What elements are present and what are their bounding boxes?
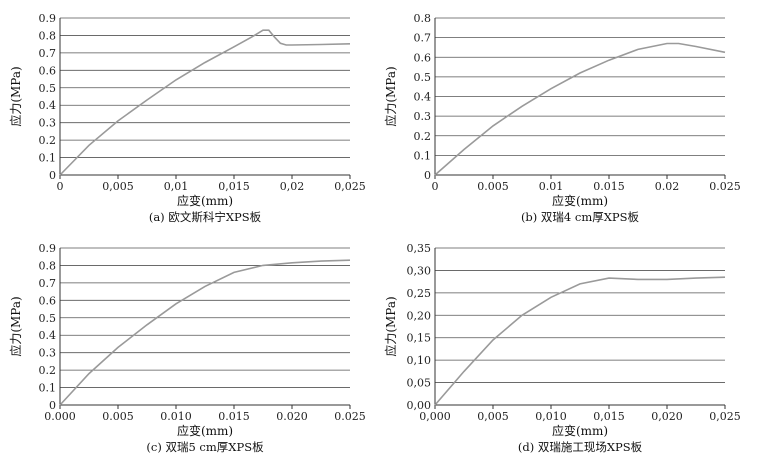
chart-d-xtick-label: 0,010 <box>535 410 567 423</box>
chart-b-svg: 0 0.1 0.2 0.3 0.4 0.5 0.6 0.7 0.8 0 0.005 0.01 0.015… <box>383 12 741 224</box>
chart-a-ytick-label: 0.4 <box>39 99 57 112</box>
chart-a-xlabel: 应变(mm) <box>177 193 233 208</box>
chart-d-caption: (d) 双瑞施工现场XPS板 <box>518 440 643 454</box>
chart-c-ytick-label: 0.3 <box>39 347 57 360</box>
chart-c-xtick-label: 0.005 <box>102 410 134 423</box>
chart-panel-b: 0 0.1 0.2 0.3 0.4 0.5 0.6 0.7 0.8 0 0.005 0.01 0.015… <box>375 0 745 225</box>
chart-a-ytick-label: 0.2 <box>39 134 57 147</box>
chart-d-ytick-label: 0,15 <box>407 332 432 345</box>
chart-a-series-line <box>59 29 351 176</box>
chart-c-xlabel: 应变(mm) <box>177 423 233 438</box>
chart-c-ytick-label: 0.4 <box>39 329 57 342</box>
chart-a-xtick-label: 0,01 <box>164 180 189 193</box>
chart-d-svg: 0,00 0,05 0,10 0,15 0,20 0,25 0,30 0,35 0,000 0,0… <box>383 242 741 454</box>
chart-d-ytick-label: 0,10 <box>407 354 432 367</box>
chart-c-ytick-label: 0.6 <box>39 294 57 307</box>
chart-c-xtick-label: 0.020 <box>276 410 308 423</box>
chart-c-svg: 0 0.1 0.2 0.3 0.4 0.5 0.6 0.7 0.8 0.9 0.000 0.005 0.… <box>8 242 366 454</box>
chart-a-xtick-label: 0,025 <box>334 180 366 193</box>
chart-c-ytick-label: 0 <box>49 399 56 412</box>
chart-b-xtick-label: 0 <box>432 180 439 193</box>
chart-c-ytick-label: 0.5 <box>39 312 57 325</box>
chart-a-ytick-label: 0.8 <box>39 29 57 42</box>
chart-b-ytick-label: 0.5 <box>414 71 432 84</box>
chart-c-xtick-label: 0.000 <box>44 410 76 423</box>
chart-b-ytick-label: 0.3 <box>414 110 432 123</box>
chart-b-ytick-label: 0 <box>424 169 431 182</box>
chart-c-ytick-label: 0.7 <box>39 277 57 290</box>
chart-a-svg: 0 0.1 0.2 0.3 0.4 0.5 0.6 0.7 0.8 0.9 0 0,005 0,01 0,… <box>8 12 366 224</box>
chart-b-xtick-label: 0.01 <box>539 180 564 193</box>
chart-d-ytick-label: 0,30 <box>407 264 432 277</box>
chart-b-xtick-label: 0.02 <box>655 180 680 193</box>
chart-d-ytick-label: 0,20 <box>407 309 432 322</box>
chart-d-xtick-label: 0,015 <box>593 410 625 423</box>
chart-b-xtick-label: 0.005 <box>477 180 509 193</box>
chart-panel-c: 0 0.1 0.2 0.3 0.4 0.5 0.6 0.7 0.8 0.9 0.000 0.005 0.… <box>0 230 370 455</box>
chart-b-ytick-label: 0.2 <box>414 130 432 143</box>
chart-b-ylabel: 应力(MPa) <box>383 66 398 126</box>
chart-c-ytick-label: 0.8 <box>39 259 57 272</box>
chart-c-series-line <box>59 259 351 406</box>
chart-c-ytick-label: 0.2 <box>39 364 57 377</box>
chart-panel-a: 0 0.1 0.2 0.3 0.4 0.5 0.6 0.7 0.8 0.9 0 0,005 0,01 0,… <box>0 0 370 225</box>
chart-c-ytick-label: 0.1 <box>39 382 57 395</box>
chart-a-ytick-label: 0.6 <box>39 64 57 77</box>
chart-a-ytick-label: 0 <box>49 169 56 182</box>
chart-a-xtick-label: 0,015 <box>218 180 250 193</box>
chart-c-caption: (c) 双瑞5 cm厚XPS板 <box>146 440 264 454</box>
chart-d-ytick-label: 0,00 <box>407 399 432 412</box>
chart-d-ytick-label: 0,05 <box>407 377 432 390</box>
chart-a-ytick-label: 0.3 <box>39 117 57 130</box>
chart-b-ytick-label: 0.8 <box>414 12 432 25</box>
chart-panel-d: 0,00 0,05 0,10 0,15 0,20 0,25 0,30 0,35 0,000 0,0… <box>375 230 745 455</box>
chart-b-ytick-label: 0.4 <box>414 91 432 104</box>
chart-b-ytick-label: 0.1 <box>414 149 432 162</box>
chart-c-xtick-label: 0.025 <box>334 410 366 423</box>
chart-c-ylabel: 应力(MPa) <box>8 296 23 356</box>
chart-d-xlabel: 应变(mm) <box>552 423 608 438</box>
chart-d-series-line <box>434 276 726 406</box>
chart-b-caption: (b) 双瑞4 cm厚XPS板 <box>521 210 640 224</box>
chart-a-xtick-label: 0 <box>57 180 64 193</box>
chart-b-ytick-label: 0.7 <box>414 32 432 45</box>
chart-a-xtick-label: 0,02 <box>280 180 305 193</box>
chart-a-ylabel: 应力(MPa) <box>8 66 23 126</box>
chart-c-xtick-label: 0.010 <box>160 410 192 423</box>
chart-b-ytick-label: 0.6 <box>414 51 432 64</box>
chart-a-ytick-label: 0.7 <box>39 47 57 60</box>
chart-b-series-line <box>434 42 726 176</box>
chart-b-xtick-label: 0.025 <box>709 180 741 193</box>
chart-d-xtick-label: 0,020 <box>651 410 683 423</box>
chart-b-xtick-label: 0.015 <box>593 180 625 193</box>
chart-d-ytick-label: 0,25 <box>407 287 432 300</box>
chart-a-caption: (a) 欧文斯科宁XPS板 <box>149 210 262 224</box>
chart-d-ytick-label: 0,35 <box>407 242 432 255</box>
chart-a-ytick-label: 0.5 <box>39 82 57 95</box>
chart-d-xtick-label: 0,005 <box>477 410 509 423</box>
chart-a-xtick-label: 0,005 <box>102 180 134 193</box>
chart-b-xlabel: 应变(mm) <box>552 193 608 208</box>
chart-d-xtick-label: 0,000 <box>419 410 451 423</box>
chart-d-xtick-label: 0,025 <box>709 410 741 423</box>
chart-d-ylabel: 应力(MPa) <box>383 296 398 356</box>
chart-a-ytick-label: 0.1 <box>39 152 57 165</box>
chart-c-ytick-label: 0.9 <box>39 242 57 255</box>
chart-c-xtick-label: 0.015 <box>218 410 250 423</box>
chart-a-ytick-label: 0.9 <box>39 12 57 25</box>
